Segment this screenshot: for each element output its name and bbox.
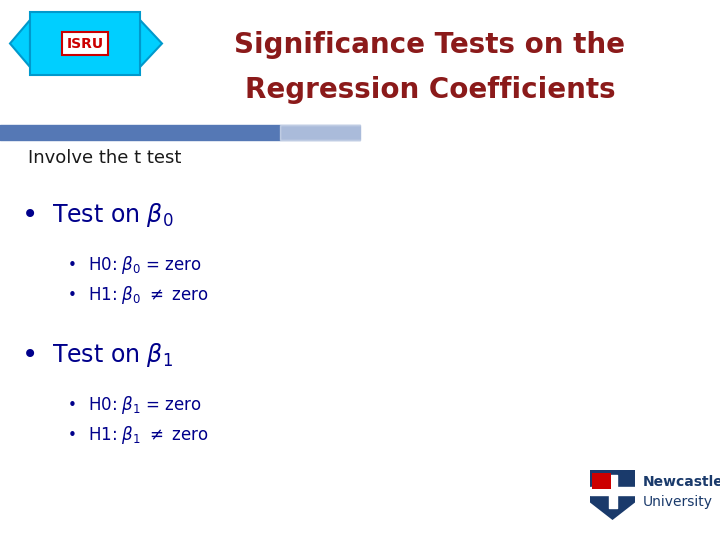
Text: •: • xyxy=(68,258,77,273)
Text: University: University xyxy=(643,495,713,509)
Text: Significance Tests on the: Significance Tests on the xyxy=(235,31,626,59)
Bar xyxy=(30,12,140,75)
Text: H0: $\beta_1$ = zero: H0: $\beta_1$ = zero xyxy=(88,394,202,416)
Text: Newcastle: Newcastle xyxy=(643,475,720,489)
Text: H1: $\beta_1$ $\neq$ zero: H1: $\beta_1$ $\neq$ zero xyxy=(88,424,209,446)
Text: H0: $\beta_0$ = zero: H0: $\beta_0$ = zero xyxy=(88,254,202,276)
Text: •: • xyxy=(68,397,77,413)
Text: Test on $\beta_1$: Test on $\beta_1$ xyxy=(52,341,173,369)
Text: Involve the t test: Involve the t test xyxy=(28,149,181,167)
Text: •: • xyxy=(68,428,77,442)
Text: •: • xyxy=(68,287,77,302)
Text: H1: $\beta_0$ $\neq$ zero: H1: $\beta_0$ $\neq$ zero xyxy=(88,284,209,306)
Polygon shape xyxy=(140,20,162,67)
Text: Test on $\beta_0$: Test on $\beta_0$ xyxy=(52,201,174,229)
Text: Regression Coefficients: Regression Coefficients xyxy=(245,76,616,104)
Text: ISRU: ISRU xyxy=(66,37,104,51)
Text: •: • xyxy=(22,341,38,369)
Bar xyxy=(592,473,611,489)
Polygon shape xyxy=(590,470,635,520)
Text: •: • xyxy=(22,201,38,229)
Polygon shape xyxy=(10,20,30,67)
